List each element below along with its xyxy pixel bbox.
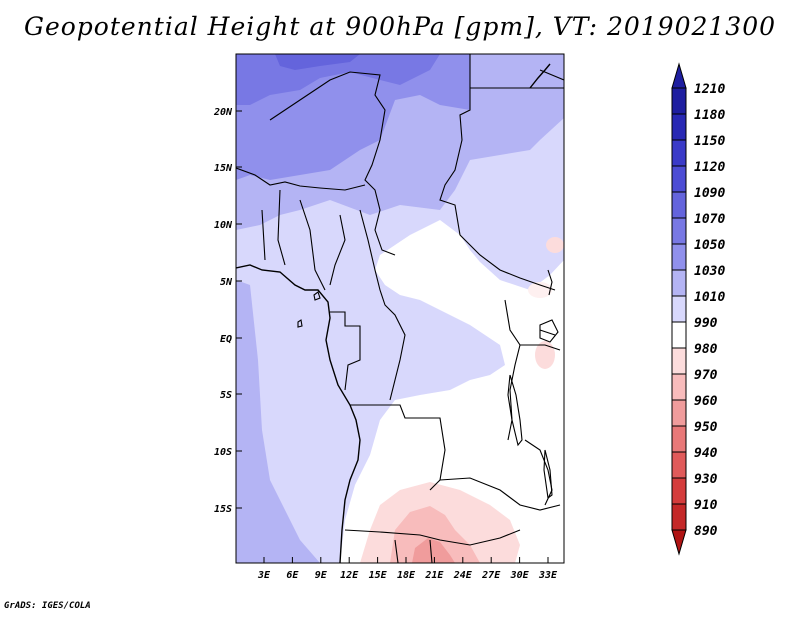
colorbar: 1210 1180 1150 1120 1090 1070 1050 1030 1010 990 9…: [671, 62, 725, 556]
colorbar-segment: [671, 347, 687, 375]
colorbar-label: 960: [694, 394, 718, 409]
colorbar-top-arrow: [671, 62, 687, 89]
field-1030-band-west: [236, 280, 320, 563]
coastline: [236, 264, 361, 563]
colorbar-label: 1090: [694, 186, 725, 201]
lat-label: 10S: [214, 447, 232, 458]
lat-label: 10N: [214, 220, 233, 231]
map-frame: [235, 53, 565, 564]
colorbar-label: 970: [694, 368, 718, 383]
lon-label: 21E: [424, 570, 444, 581]
lat-label: 15S: [214, 504, 232, 515]
colorbar-segment: [671, 451, 687, 479]
field-980-patch-lake: [535, 341, 555, 369]
colorbar-segment: [671, 191, 687, 219]
colorbar-segment: [671, 477, 687, 505]
colorbar-label: 940: [694, 446, 718, 461]
country-borders: [236, 54, 564, 563]
lon-label: 15E: [369, 570, 388, 581]
lat-label: 15N: [214, 163, 233, 174]
lon-label: 33E: [538, 570, 558, 581]
colorbar-segment: [671, 399, 687, 427]
colorbar-label: 990: [694, 316, 718, 331]
colorbar-segment: [671, 165, 687, 193]
lat-label: 20N: [213, 107, 233, 118]
sao-tome-island: [297, 319, 303, 328]
colorbar-label: 1150: [694, 134, 725, 149]
colorbar-segment: [671, 113, 687, 141]
colorbar-label: 890: [694, 524, 718, 539]
lon-label: 3E: [257, 570, 271, 581]
lon-label: 30E: [510, 570, 530, 581]
lon-label: 9E: [315, 570, 328, 581]
lon-label: 12E: [340, 570, 359, 581]
colorbar-segment: [671, 321, 687, 349]
colorbar-segment: [671, 503, 687, 531]
lake-tanganyika: [507, 374, 523, 447]
field-990-region: [340, 220, 564, 563]
lon-label: 24E: [453, 570, 473, 581]
lat-label: 5N: [220, 277, 233, 288]
lon-label: 27E: [481, 570, 501, 581]
colorbar-label: 1030: [694, 264, 725, 279]
field-990-patch-north: [528, 282, 552, 298]
field-970-region: [390, 506, 480, 563]
colorbar-segment: [671, 139, 687, 167]
latitude-axis: 20N 15N 10N 5N EQ 5S 10S 15S: [213, 107, 242, 515]
field-980-patch-east: [546, 237, 564, 253]
colorbar-label: 1010: [694, 290, 725, 305]
colorbar-label: 1050: [694, 238, 725, 253]
colorbar-label: 1210: [694, 82, 725, 97]
lat-label: 5S: [220, 390, 232, 401]
colorbar-segment: [671, 425, 687, 453]
colorbar-segment: [671, 217, 687, 245]
field-1010-tongue: [395, 315, 480, 390]
map-title: Geopotential Height at 900hPa [gpm], VT:…: [23, 12, 777, 41]
colorbar-label: 980: [694, 342, 718, 357]
field-1090-core: [275, 54, 360, 70]
colorbar-label: 950: [694, 420, 718, 435]
red-sea-coast: [529, 63, 551, 89]
colorbar-label: 910: [694, 498, 718, 513]
bioko-island: [313, 291, 321, 301]
field-960-core: [412, 538, 455, 563]
longitude-axis: 3E 6E 9E 12E 15E 18E 21E 24E 27E 30E 33E: [257, 557, 558, 581]
colorbar-label: 1070: [694, 212, 725, 227]
colorbar-label: 1120: [694, 160, 725, 175]
lat-label: EQ: [220, 334, 232, 345]
grads-credit: GrADS: IGES/COLA: [4, 601, 91, 611]
lon-label: 6E: [286, 570, 299, 581]
lon-label: 18E: [397, 570, 416, 581]
colorbar-label: 1180: [694, 108, 725, 123]
lake-malawi: [543, 449, 553, 499]
colorbar-bottom-arrow: [671, 529, 687, 556]
colorbar-label: 930: [694, 472, 718, 487]
lake-turkana: [547, 269, 553, 296]
colorbar-segment: [671, 269, 687, 297]
height-field: [236, 54, 564, 563]
colorbar-segment: [671, 295, 687, 323]
colorbar-segment: [671, 87, 687, 115]
lake-victoria: [539, 319, 559, 343]
colorbar-segment: [671, 243, 687, 271]
colorbar-segment: [671, 373, 687, 401]
